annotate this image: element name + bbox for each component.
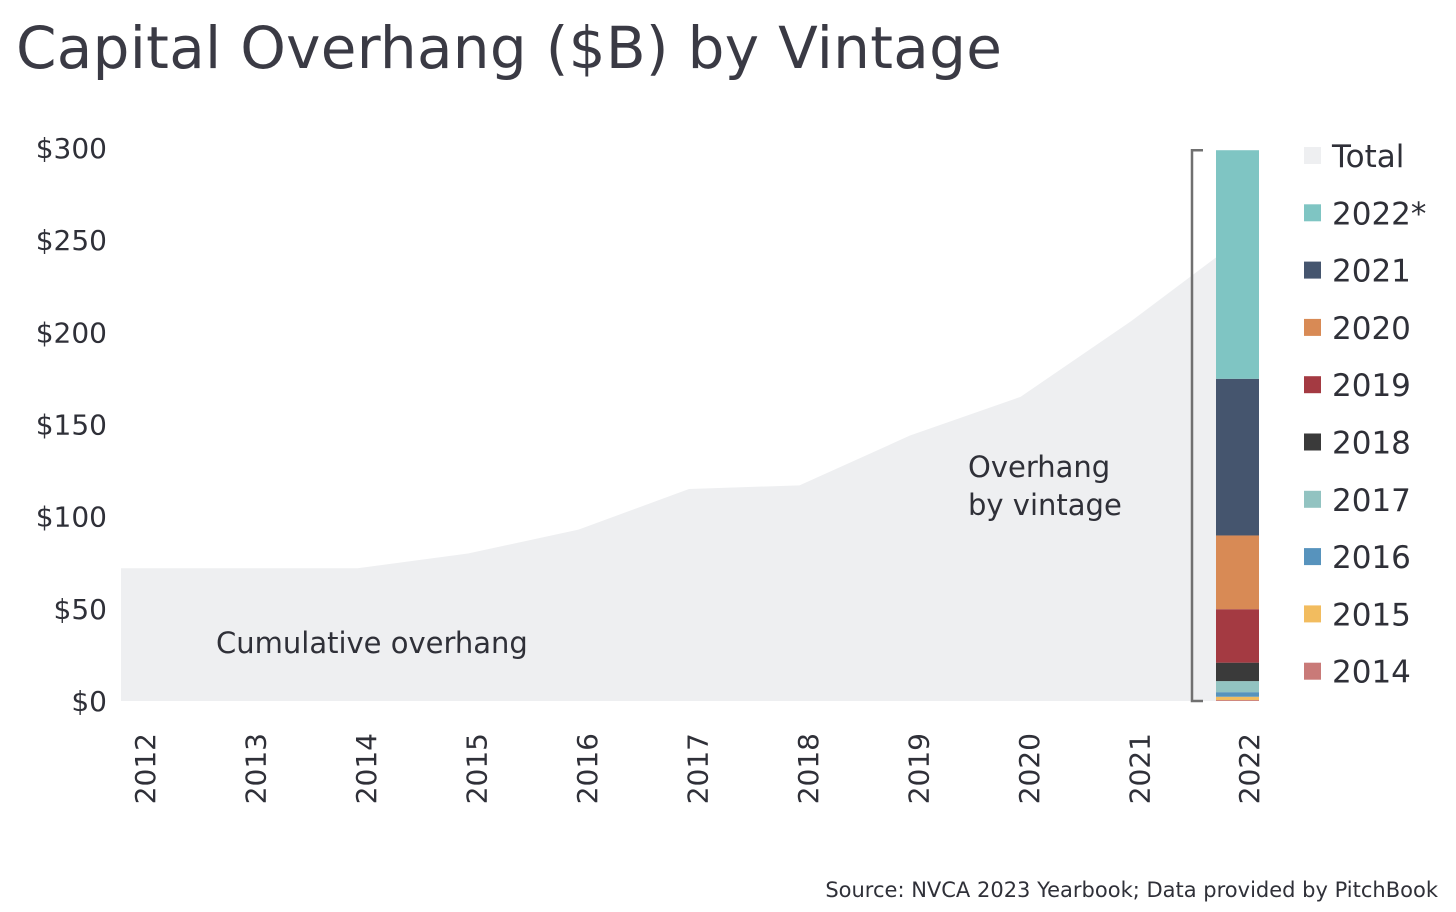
bar-segment-2020	[1216, 535, 1259, 610]
y-tick-label: $0	[71, 685, 107, 718]
y-tick-label: $50	[54, 593, 107, 626]
legend-swatch	[1304, 261, 1321, 279]
legend-swatch	[1304, 662, 1321, 680]
y-tick-label: $300	[36, 132, 107, 165]
x-tick-label: 2017	[682, 733, 715, 804]
bar-segment-2017	[1216, 681, 1259, 693]
legend-swatch	[1304, 605, 1321, 623]
y-tick-label: $200	[36, 316, 107, 349]
bracket-line	[1190, 148, 1203, 703]
legend-label: 2014	[1332, 655, 1411, 691]
x-tick-label: 2022	[1233, 733, 1266, 804]
legend-label: 2021	[1332, 254, 1411, 290]
x-tick-label: 2013	[240, 733, 273, 804]
legend-swatch	[1304, 548, 1321, 566]
legend-label: Total	[1331, 139, 1404, 175]
y-tick-label: $150	[36, 409, 107, 442]
legend-label: 2019	[1332, 368, 1411, 404]
bar-segment-2019	[1216, 609, 1259, 663]
legend-label: 2022*	[1332, 196, 1426, 232]
total-area	[121, 157, 1242, 701]
area-layer	[121, 157, 1242, 701]
legend: Total 2022* 2021 2020 2019 2018 2017 2016 2015 20…	[1304, 139, 1426, 691]
x-tick-label: 2021	[1124, 733, 1157, 804]
bar-segment-2021	[1216, 378, 1259, 536]
legend-label: 2015	[1332, 597, 1411, 633]
bar-segment-2018	[1216, 662, 1259, 682]
cumulative-overhang-label: Cumulative overhang	[216, 626, 528, 660]
x-tick-label: 2012	[129, 733, 162, 804]
x-tick-label: 2014	[350, 733, 383, 804]
x-tick-label: 2015	[461, 733, 494, 804]
x-tick-label: 2019	[903, 733, 936, 804]
x-tick-label: 2016	[571, 733, 604, 804]
legend-label: 2020	[1332, 311, 1411, 347]
legend-swatch	[1304, 204, 1321, 222]
legend-swatch	[1304, 433, 1321, 451]
x-tick-label: 2020	[1013, 733, 1046, 804]
bar-segment-2022	[1216, 150, 1259, 379]
bar-segment-2015	[1216, 696, 1259, 701]
legend-label: 2017	[1332, 483, 1411, 519]
bar-segment-2016	[1216, 692, 1259, 697]
y-tick-label: $250	[36, 224, 107, 257]
stacked-bar-2022	[1216, 150, 1259, 701]
legend-label: 2016	[1332, 540, 1411, 576]
source-note: Source: NVCA 2023 Yearbook; Data provide…	[825, 878, 1438, 902]
legend-swatch	[1304, 147, 1321, 164]
x-tick-label: 2018	[792, 733, 825, 804]
legend-label: 2018	[1332, 426, 1411, 462]
overhang-by-vintage-label-line2: by vintage	[968, 488, 1122, 522]
bracket	[1190, 148, 1203, 703]
overhang-by-vintage-label-line1: Overhang	[968, 450, 1110, 484]
bar-segment-2014	[1216, 700, 1259, 701]
legend-swatch	[1304, 318, 1321, 336]
y-tick-label: $100	[36, 501, 107, 534]
legend-swatch	[1304, 376, 1321, 394]
x-axis: 2012 2013 2014 2015 2016 2017 2018 2019 2020 2021…	[129, 733, 1266, 804]
legend-swatch	[1304, 490, 1321, 508]
annotations: Cumulative overhang Overhang by vintage	[216, 450, 1122, 660]
y-axis: $0 $50 $100 $150 $200 $250 $300	[36, 132, 107, 718]
chart-title: Capital Overhang ($B) by Vintage	[16, 14, 1003, 82]
